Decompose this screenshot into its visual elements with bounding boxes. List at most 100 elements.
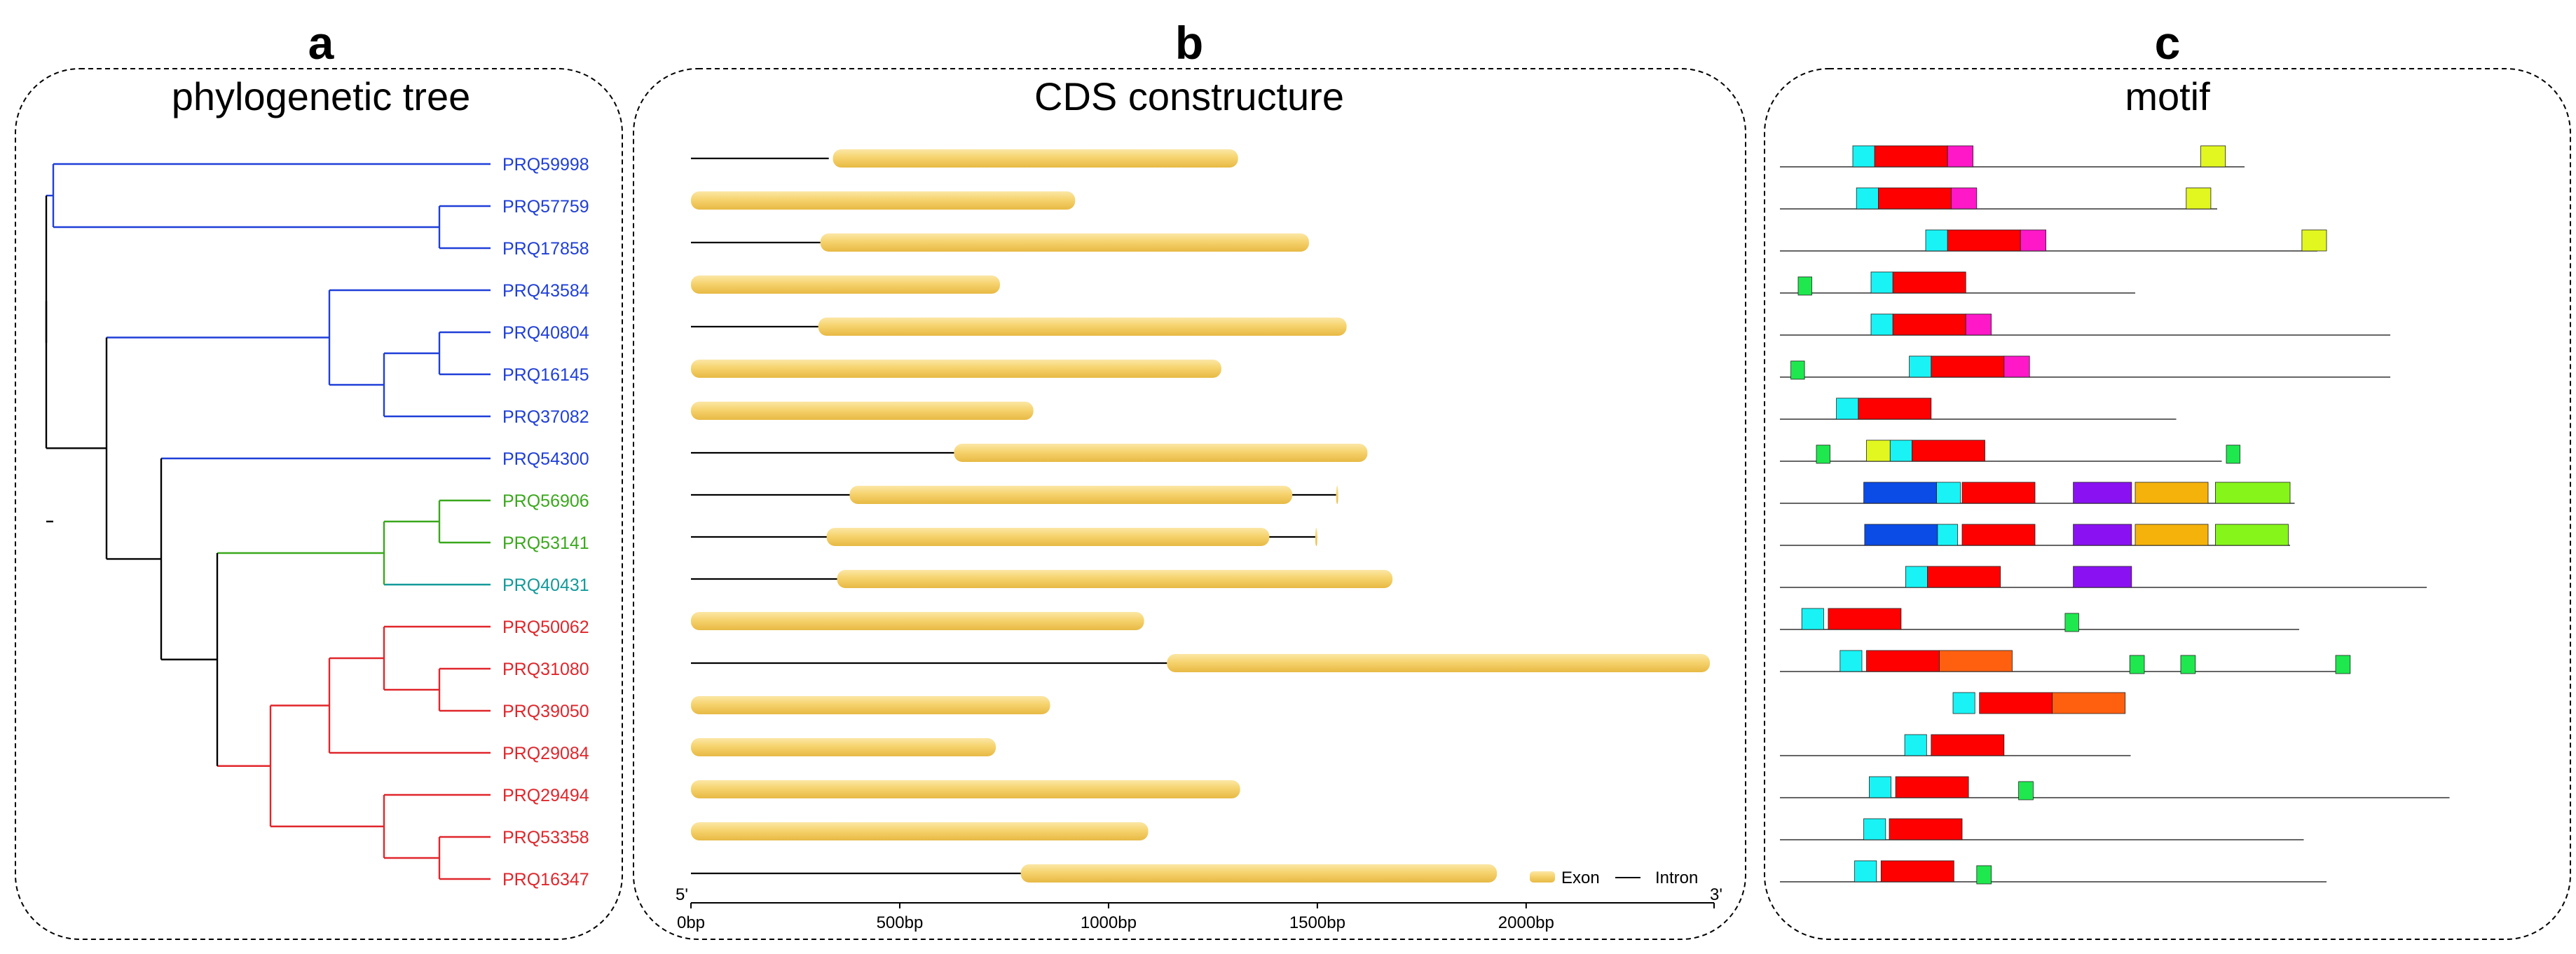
tree-leaf-label: PRQ16347 <box>502 870 589 890</box>
tree-leaf-label: PRQ39050 <box>502 702 589 721</box>
motif-m2 <box>1858 397 1932 420</box>
motif-m1 <box>1936 482 1961 504</box>
exon-block <box>1336 486 1338 504</box>
motif-m2 <box>1961 524 2036 546</box>
tree-leaf-label: PRQ53358 <box>502 828 589 847</box>
motif-m7 <box>2073 524 2132 546</box>
motif-m1 <box>1836 397 1859 420</box>
exon-block <box>691 822 1149 840</box>
panel-a-letter: a <box>308 17 335 69</box>
motif-m2 <box>1889 818 1963 840</box>
motif-m9 <box>2214 524 2289 546</box>
legend-exon-swatch <box>1530 871 1555 883</box>
motif-m1 <box>1854 860 1877 883</box>
motif-m3 <box>2003 355 2030 378</box>
motif-m1 <box>1856 187 1879 210</box>
motif-m6 <box>1863 482 1938 504</box>
x-tick-label: 1500bp <box>1289 913 1345 932</box>
tree-leaf-label: PRQ57759 <box>502 197 589 217</box>
motif-m2 <box>1931 734 2005 756</box>
motif-m4 <box>1866 439 1891 462</box>
motif-m1 <box>1909 355 1932 378</box>
exon-block <box>837 570 1393 588</box>
motif-m2 <box>1880 860 1954 883</box>
motif-m1 <box>1863 818 1886 840</box>
motif-m2 <box>1979 692 2053 714</box>
motif-m1 <box>1952 692 1975 714</box>
motif-m5 <box>2180 655 2196 674</box>
cds-legend: Exon Intron <box>1530 868 1698 887</box>
motif-m3 <box>1965 313 1992 336</box>
motif-m2 <box>1912 439 1985 462</box>
motif-m5 <box>2064 613 2079 632</box>
motif-m4 <box>2200 145 2226 168</box>
phylogenetic-tree <box>45 163 491 880</box>
motif-m2 <box>1961 482 2036 504</box>
cds-structure <box>691 149 1711 883</box>
x-tick-label: 0bp <box>677 913 705 932</box>
exon-block <box>691 402 1034 420</box>
motif-m2 <box>1866 650 1940 672</box>
tree-leaf-labels: PRQ59998 PRQ57759 PRQ17858 PRQ43584 PRQ40804… <box>502 155 589 890</box>
panel-a-border <box>15 68 623 940</box>
tree-leaf-label: PRQ53141 <box>502 533 589 553</box>
tree-leaf-label: PRQ29494 <box>502 786 589 805</box>
panel-b-title: CDS constructure <box>1034 74 1344 118</box>
motif-m1 <box>1889 439 1912 462</box>
motif-m1 <box>1904 734 1927 756</box>
motif-m5 <box>2335 655 2351 674</box>
motif-m1 <box>1801 608 1824 630</box>
motif-m1 <box>1905 566 1928 588</box>
x-tick-label: 500bp <box>877 913 924 932</box>
legend-intron-label: Intron <box>1655 868 1698 887</box>
exon-block <box>691 191 1076 210</box>
motif-m5 <box>1816 444 1830 464</box>
motif-m2 <box>1877 187 1952 210</box>
panel-c-title: motif <box>2125 74 2210 118</box>
x-tick-label: 2000bp <box>1498 913 1554 932</box>
exon-block <box>691 696 1050 714</box>
exon-block <box>954 444 1368 462</box>
motif-m2 <box>1874 145 1948 168</box>
motif-m1 <box>1870 313 1893 336</box>
tree-leaf-label: PRQ59998 <box>502 155 589 175</box>
motif-m8 <box>2135 524 2209 546</box>
motif-m3 <box>1947 145 1973 168</box>
exon-block <box>691 360 1221 378</box>
motif-m1 <box>1839 650 1863 672</box>
motif-m2 <box>1931 355 2005 378</box>
motif-m2 <box>1828 608 1902 630</box>
motif-m6 <box>1864 524 1938 546</box>
tree-leaf-label: PRQ29084 <box>502 744 589 763</box>
tree-leaf-label: PRQ17858 <box>502 239 589 259</box>
exon-block <box>1315 528 1317 546</box>
cds-axis: 5' 3' 0bp 500bp 1000bp 1500bp 2000bp <box>676 885 1722 932</box>
exon-block <box>820 233 1309 252</box>
motif-m10 <box>1939 650 2013 672</box>
panel-c-letter: c <box>2155 17 2181 69</box>
exon-block <box>833 149 1238 168</box>
motif-m7 <box>2073 566 2132 588</box>
motif-m5 <box>2129 655 2145 674</box>
tree-leaf-label: PRQ16145 <box>502 365 589 385</box>
motif-m1 <box>1937 524 1958 546</box>
motif-m1 <box>1870 271 1893 294</box>
tree-leaf-label: PRQ43584 <box>502 281 589 301</box>
legend-exon-label: Exon <box>1561 868 1600 887</box>
exon-block <box>1167 654 1711 672</box>
panel-b-letter: b <box>1175 17 1203 69</box>
exon-block <box>691 612 1144 630</box>
panel-a-title: phylogenetic tree <box>172 74 471 118</box>
motif-m7 <box>2073 482 2132 504</box>
motif-m5 <box>2018 781 2034 800</box>
exon-block <box>691 780 1240 798</box>
tree-leaf-label: PRQ40431 <box>502 575 589 595</box>
motif-m5 <box>2226 444 2240 464</box>
motif-m3 <box>1950 187 1978 210</box>
motif-m3 <box>2020 229 2046 252</box>
exon-block <box>1020 864 1498 883</box>
tree-leaf-label: PRQ40804 <box>502 323 589 343</box>
motif-m2 <box>1892 271 1966 294</box>
x-tick-label: 1000bp <box>1081 913 1137 932</box>
